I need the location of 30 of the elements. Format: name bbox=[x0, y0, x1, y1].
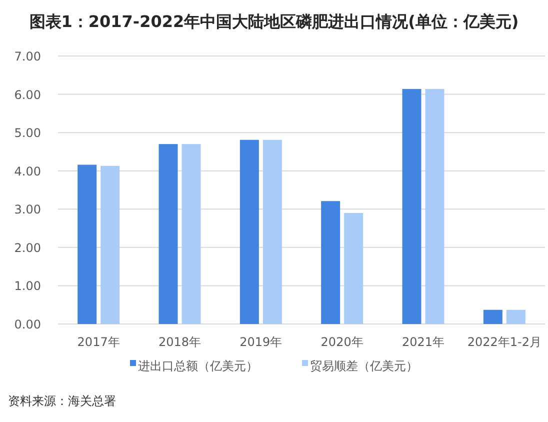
bar bbox=[321, 201, 340, 324]
bar bbox=[100, 166, 120, 324]
y-tick-label: 1.00 bbox=[14, 279, 41, 294]
y-tick-label: 3.00 bbox=[14, 202, 41, 217]
y-tick-label: 0.00 bbox=[14, 318, 41, 332]
y-tick-label: 7.00 bbox=[14, 50, 41, 64]
x-tick-label: 2020年 bbox=[320, 335, 364, 349]
bar bbox=[158, 144, 178, 324]
bar bbox=[78, 164, 97, 324]
bar bbox=[483, 310, 502, 324]
legend-label: 贸易顺差（亿美元） bbox=[310, 359, 418, 373]
bar bbox=[402, 88, 422, 324]
x-tick-label: 2019年 bbox=[240, 335, 282, 349]
bar bbox=[506, 310, 526, 324]
x-tick-label: 2021年 bbox=[402, 335, 445, 349]
y-tick-label: 2.00 bbox=[14, 240, 41, 255]
x-tick-label: 2018年 bbox=[158, 335, 202, 349]
x-tick-label: 2017年 bbox=[77, 335, 120, 349]
x-tick-label: 2022年1-2月 bbox=[467, 335, 542, 349]
y-tick-label: 4.00 bbox=[14, 164, 41, 178]
bar bbox=[182, 144, 201, 324]
bar bbox=[425, 88, 444, 324]
y-tick-label: 6.00 bbox=[14, 88, 41, 102]
text: 资料来源：海关总署 bbox=[8, 394, 116, 408]
bar bbox=[262, 140, 282, 324]
bar bbox=[344, 212, 364, 324]
legend-label: 进出口总额（亿美元） bbox=[138, 359, 258, 373]
bar bbox=[240, 140, 259, 324]
y-tick-label: 5.00 bbox=[14, 126, 41, 140]
chart-title: 图表1：2017-2022年中国大陆地区磷肥进出口情况(单位：亿美元) bbox=[29, 12, 519, 31]
